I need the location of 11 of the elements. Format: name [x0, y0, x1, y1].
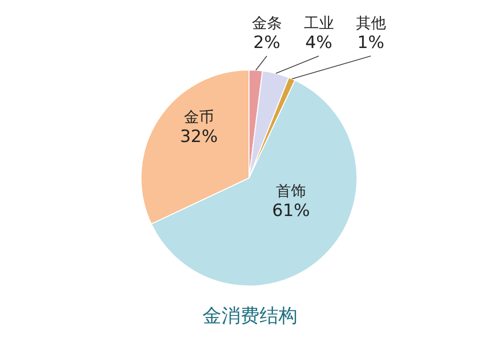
slice-label: 工业	[304, 14, 334, 32]
text: 金消费结构	[202, 305, 298, 327]
data-label: 61%	[272, 201, 310, 221]
data-label: 4%	[305, 33, 332, 53]
data-label: 2%	[253, 33, 280, 53]
slice-label: 金币	[184, 108, 214, 126]
slice-label: 其他	[356, 14, 386, 32]
data-label: 32%	[180, 127, 218, 148]
data-label: 1%	[357, 33, 384, 53]
slice-label: 首饰	[276, 182, 306, 200]
slice-label: 金条	[252, 14, 282, 32]
